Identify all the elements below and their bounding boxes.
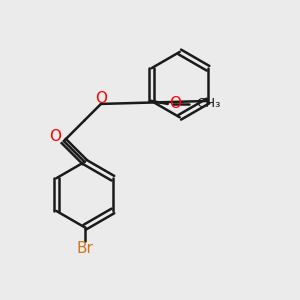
Text: CH₃: CH₃ xyxy=(196,98,220,110)
Text: Br: Br xyxy=(76,241,93,256)
Text: O: O xyxy=(169,96,181,111)
Text: O: O xyxy=(50,129,61,144)
Text: O: O xyxy=(96,91,108,106)
